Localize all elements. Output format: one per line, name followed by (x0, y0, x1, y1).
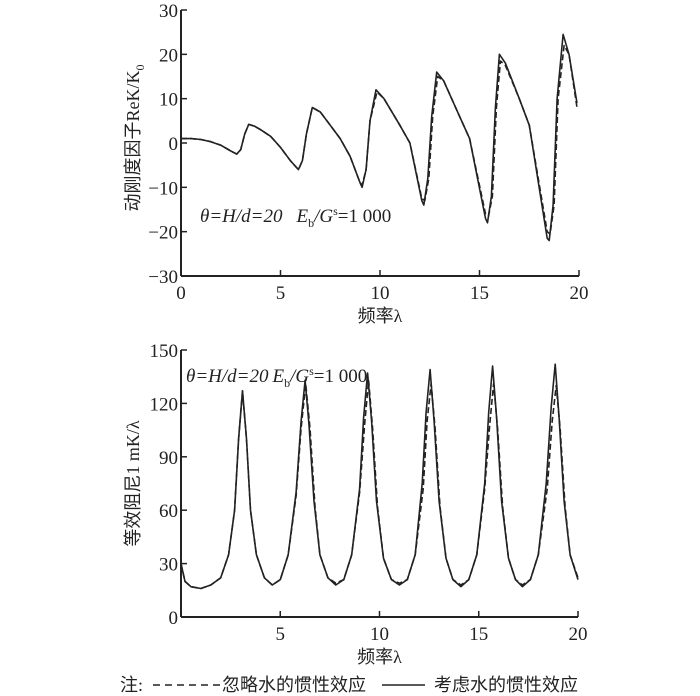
y-tick-label: −10 (148, 178, 178, 199)
annotation-g: /G (313, 206, 333, 227)
legend-prefix: 注: (120, 675, 143, 695)
legend: 注: 忽略水的惯性效应 考虑水的惯性效应 (120, 675, 578, 695)
x-tick-label: 20 (570, 283, 589, 304)
x-tick-label: 15 (469, 624, 488, 645)
parameter-annotation: θ=H/d=20 Eb/Gs=1 000 (200, 204, 391, 230)
y-tick-label: 60 (159, 501, 178, 522)
annotation-e: E (295, 206, 308, 227)
y-axis-label-subscript: 0 (133, 65, 147, 71)
annotation-e: E (271, 366, 284, 387)
y-tick-label: 30 (159, 555, 178, 576)
annotation-value: =1 000 (338, 206, 391, 227)
y-tick-label: 30 (159, 1, 178, 22)
y-tick-label: 10 (159, 90, 178, 111)
x-axis-label: 频率λ (358, 306, 403, 326)
x-tick-label: 5 (276, 283, 286, 304)
y-axis-label-text: 等效阻尼1 mK/λ (123, 420, 143, 547)
legend-solid-label: 考虑水的惯性效应 (434, 675, 578, 695)
annotation-g-sup: s (333, 204, 338, 218)
series-dashed-line (180, 379, 579, 590)
series-solid-line (180, 363, 579, 590)
annotation-theta: θ=H/d=20 (186, 366, 269, 387)
annotation-value: =1 000 (314, 366, 367, 387)
x-tick-label: 15 (470, 283, 489, 304)
parameter-annotation: θ=H/d=20 Eb/Gs=1 000 (186, 364, 367, 390)
legend-dashed-label: 忽略水的惯性效应 (222, 675, 366, 695)
damping-chart: 150 120 90 60 30 0 5 10 15 20 频率λ 等效阻尼1 mK/λ θ=H/d=2… (123, 341, 588, 667)
y-tick-label: 150 (150, 341, 179, 362)
x-tick-label: 0 (176, 283, 186, 304)
x-axis-label: 频率λ (357, 647, 402, 667)
annotation-e-sub: b (308, 216, 314, 230)
y-tick-label: −30 (148, 267, 178, 288)
series-dashed-line (181, 44, 578, 235)
annotation-g: /G (289, 366, 309, 387)
annotation-e-sub: b (284, 376, 290, 390)
y-axis-label-text: 动刚度因子ReK/K (123, 71, 143, 212)
y-tick-label: 0 (169, 134, 179, 155)
y-tick-label: 0 (169, 608, 179, 629)
annotation-theta: θ=H/d=20 (200, 206, 283, 227)
y-tick-label: 90 (159, 448, 178, 469)
y-tick-label: 20 (159, 45, 178, 66)
x-tick-label: 20 (569, 624, 588, 645)
annotation-g-sup: s (309, 364, 314, 378)
x-tick-label: 5 (276, 624, 286, 645)
y-axis-label: 动刚度因子ReK/K0 (123, 65, 147, 212)
x-tick-label: 10 (371, 283, 390, 304)
y-tick-label: 120 (150, 394, 179, 415)
y-tick-label: −20 (148, 223, 178, 244)
x-tick-label: 10 (370, 624, 389, 645)
y-axis-label: 等效阻尼1 mK/λ (123, 420, 143, 547)
